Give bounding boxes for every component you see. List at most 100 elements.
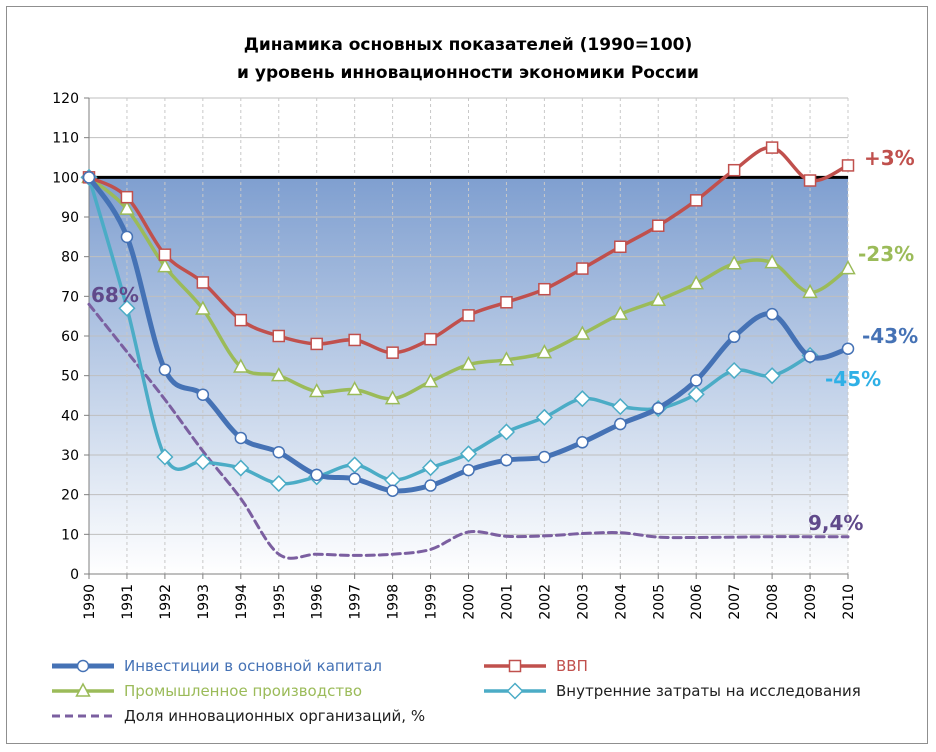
point-gdp [386, 346, 399, 359]
x-tick-label: 2005 [651, 584, 667, 620]
point-investment [689, 374, 703, 387]
annotations: +3% -23% -43% -45% 68% 9,4% [91, 146, 918, 535]
point-rnd [270, 474, 288, 493]
x-tick-label: 2006 [689, 584, 705, 620]
point-investment [196, 388, 210, 401]
point-rnd [687, 385, 705, 403]
point-gdp [803, 174, 817, 187]
y-tick-label: 30 [61, 448, 79, 464]
legend-marker-investment [76, 659, 90, 673]
x-tick-label: 1994 [234, 584, 250, 620]
x-tick-label: 2010 [841, 584, 857, 620]
y-tick-label: 90 [61, 210, 79, 226]
point-industrial [802, 283, 818, 299]
point-investment [765, 307, 779, 321]
point-rnd [763, 367, 781, 385]
legend-label-industrial: Промышленное производство [124, 682, 362, 700]
point-industrial [157, 258, 173, 273]
legend-item-gdp: ВВП [484, 657, 588, 675]
y-tick-label: 60 [61, 329, 79, 345]
point-gdp [158, 248, 172, 261]
point-rnd [459, 445, 478, 463]
x-tick-label: 1996 [310, 584, 326, 620]
point-rnd [232, 459, 250, 477]
point-gdp [462, 309, 475, 322]
point-industrial [612, 305, 629, 320]
point-industrial [233, 358, 249, 373]
legend-marker-gdp [508, 659, 522, 673]
x-tick-label: 2004 [613, 584, 629, 620]
point-investment [614, 417, 627, 431]
x-tick-labels: 1990 1991 1992 1993 1994 1995 1996 1997 1998 1999… [82, 584, 857, 620]
point-investment [841, 342, 855, 355]
x-tick-label: 2000 [462, 584, 478, 620]
point-investment [803, 350, 817, 363]
point-gdp [348, 333, 361, 347]
point-gdp [689, 194, 703, 207]
point-rnd [611, 398, 629, 416]
point-industrial [460, 355, 477, 371]
x-tick-label: 1990 [82, 584, 98, 620]
point-gdp [196, 276, 210, 289]
point-gdp [538, 282, 551, 296]
point-rnd [118, 299, 136, 317]
point-gdp [310, 337, 323, 351]
y-tick-label: 20 [61, 488, 79, 504]
point-gdp [424, 332, 437, 346]
point-rnd [156, 448, 174, 466]
point-investment [462, 463, 475, 477]
point-investment [500, 453, 513, 467]
legend-item-investment: Инвестиции в основной капитал [52, 657, 382, 675]
x-tick-label: 2003 [575, 584, 591, 620]
annotation-industrial: -23% [858, 242, 914, 266]
point-industrial [422, 373, 439, 388]
point-investment [82, 171, 96, 184]
x-tick-label: 1991 [120, 584, 136, 620]
point-industrial [195, 300, 211, 315]
point-rnd [573, 390, 591, 408]
legend-label-rnd: Внутренние затраты на исследования [556, 682, 861, 700]
x-tick-label: 2008 [765, 584, 781, 620]
series-innovative-share [87, 302, 850, 560]
point-industrial [346, 380, 363, 396]
point-industrial [119, 200, 135, 215]
point-investment [538, 450, 551, 464]
x-tick-label: 2007 [727, 584, 743, 620]
legend-label-gdp: ВВП [556, 657, 588, 675]
y-tick-label: 120 [52, 91, 79, 107]
series-rnd [80, 168, 819, 493]
x-tick-label: 1999 [424, 584, 440, 620]
chart-title-line-1: Динамика основных показателей (1990=100) [244, 35, 693, 55]
annotation-rnd: -45% [825, 367, 881, 391]
point-investment [727, 330, 741, 344]
point-industrial [498, 351, 515, 366]
point-industrial [270, 367, 287, 382]
y-tick-label: 50 [61, 369, 79, 385]
point-gdp [765, 141, 779, 154]
point-rnd [497, 423, 516, 441]
point-rnd [194, 453, 212, 471]
point-investment [310, 468, 323, 482]
point-gdp [727, 163, 741, 177]
y-tick-label: 80 [61, 250, 79, 266]
legend: Инвестиции в основной капитал ВВП Промышле… [52, 657, 861, 725]
point-gdp [652, 219, 665, 232]
point-industrial [536, 344, 553, 359]
legend-label-innovative-share: Доля инновационных организаций, % [124, 707, 425, 725]
point-gdp [500, 296, 513, 309]
point-investment [158, 363, 172, 376]
x-tick-label: 1995 [272, 584, 288, 620]
y-tick-label: 110 [52, 131, 79, 147]
y-tick-label: 0 [70, 567, 79, 583]
point-rnd [725, 361, 743, 380]
legend-item-industrial: Промышленное производство [52, 682, 362, 700]
x-tick-label: 1992 [158, 584, 174, 620]
annotation-investment: -43% [862, 324, 918, 348]
point-rnd [346, 456, 364, 474]
legend-label-investment: Инвестиции в основной капитал [124, 657, 382, 675]
series-line-innovative-share [87, 302, 850, 560]
y-tick-label: 40 [61, 408, 79, 424]
annotation-gdp: +3% [864, 146, 915, 170]
y-tick-label: 10 [61, 527, 79, 543]
point-investment [120, 230, 134, 244]
